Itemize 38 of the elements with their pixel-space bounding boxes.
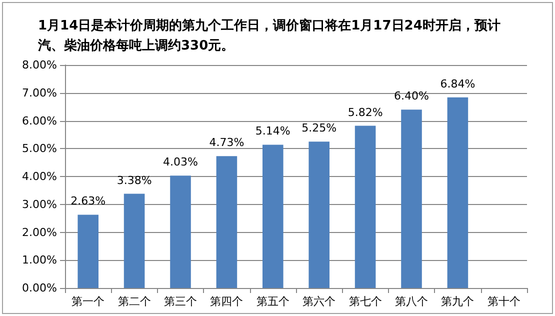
y-tick-label: 1.00%	[22, 254, 57, 267]
data-label: 6.40%	[394, 90, 429, 103]
x-tick-label: 第十个	[487, 295, 520, 308]
x-tick-label: 第三个	[164, 295, 197, 308]
y-tick-label: 5.00%	[22, 142, 57, 156]
bar	[354, 126, 376, 288]
data-label: 5.14%	[255, 124, 290, 138]
bar	[401, 110, 422, 288]
data-label: 6.84%	[440, 77, 476, 90]
data-label: 5.25%	[302, 122, 337, 135]
data-label: 4.03%	[163, 156, 198, 169]
x-tick-label: 第八个	[395, 295, 428, 308]
x-tick-label: 第四个	[210, 295, 244, 308]
x-tick-label: 第六个	[302, 295, 336, 308]
data-label: 4.73%	[209, 136, 244, 150]
data-label: 5.82%	[348, 106, 383, 119]
x-tick-label: 第七个	[348, 295, 382, 308]
y-tick-label: 6.00%	[22, 114, 57, 128]
bar	[124, 194, 145, 288]
y-tick-label: 8.00%	[22, 58, 57, 72]
bar	[447, 97, 468, 288]
bar	[78, 214, 98, 288]
y-tick-label: 4.00%	[22, 170, 57, 183]
data-label: 3.38%	[116, 174, 152, 187]
y-tick-label: 2.00%	[22, 226, 57, 239]
chart-title: 1月14日是本计价周期的第九个工作日，调价窗口将在1月17日24时开启，预计汽、柴油价格每吨上调约330元。	[37, 18, 500, 54]
x-tick-label: 第二个	[118, 295, 151, 308]
x-tick-label: 第五个	[256, 295, 290, 308]
x-tick-label: 第九个	[441, 295, 474, 308]
bar	[262, 144, 284, 288]
y-tick-label: 7.00%	[22, 86, 57, 100]
bar	[308, 142, 330, 288]
data-label: 2.63%	[70, 194, 106, 208]
bar	[170, 176, 191, 288]
y-tick-label: 3.00%	[22, 198, 57, 211]
y-tick-label: 0.00%	[22, 282, 57, 294]
bar	[216, 156, 238, 288]
x-tick-label: 第一个	[72, 295, 105, 308]
